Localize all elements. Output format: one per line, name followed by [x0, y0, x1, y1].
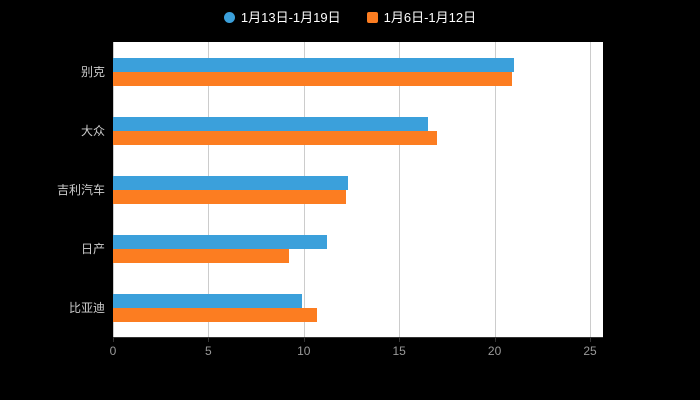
category-label: 别克	[80, 64, 105, 79]
bar-series1-category5[interactable]	[113, 293, 302, 308]
x-axis-tick	[303, 337, 305, 342]
x-tick-label: 25	[583, 344, 597, 358]
category-label: 大众	[80, 123, 105, 138]
bar-series1-category1[interactable]	[113, 57, 514, 72]
legend-square-marker-icon	[366, 11, 378, 23]
bar-series2-category5[interactable]	[113, 307, 318, 322]
bar-series1-category4[interactable]	[113, 234, 327, 249]
y-axis-labels: 别克大众吉利汽车日产比亚迪	[0, 42, 105, 337]
bar-group-5	[113, 293, 590, 322]
legend-label-week2: 1月13日-1月19日	[240, 9, 341, 25]
x-axis-tick	[113, 337, 114, 342]
category-label: 比亚迪	[68, 300, 105, 315]
x-axis-tick	[208, 337, 210, 342]
bar-group-1	[113, 57, 590, 86]
legend-item-week1[interactable]: 1月6日-1月12日	[366, 9, 477, 25]
x-axis-tick	[494, 337, 496, 342]
x-tick-label: 20	[487, 344, 502, 358]
chart-legend: 1月13日-1月19日 1月6日-1月12日	[0, 6, 700, 28]
bar-group-2	[113, 116, 590, 145]
bar-group-4	[113, 234, 590, 263]
category-label: 日产	[80, 241, 105, 256]
bar-series2-category2[interactable]	[113, 130, 438, 145]
x-tick-label: 5	[205, 344, 212, 358]
x-axis-tick	[590, 337, 591, 342]
bar-series2-category3[interactable]	[113, 189, 346, 204]
legend-item-week2[interactable]: 1月13日-1月19日	[223, 9, 341, 25]
bar-series2-category1[interactable]	[113, 71, 512, 86]
category-label: 吉利汽车	[56, 182, 105, 197]
plot-inner	[113, 42, 591, 342]
x-axis-tick	[399, 337, 401, 342]
x-tick-label: 10	[297, 344, 311, 358]
x-axis-labels: 0 5 10 15 20 25	[109, 344, 597, 361]
plot-area	[113, 42, 603, 342]
gridline	[494, 42, 496, 337]
bar-series1-category3[interactable]	[113, 175, 348, 190]
gridline	[590, 42, 591, 337]
x-tick-label: 15	[392, 344, 406, 358]
bar-series1-category2[interactable]	[113, 116, 428, 131]
bar-series2-category4[interactable]	[113, 248, 289, 263]
x-tick-label: 0	[109, 344, 117, 358]
legend-circle-marker-icon	[223, 11, 235, 23]
gridline	[399, 42, 401, 337]
legend-label-week1: 1月6日-1月12日	[383, 9, 477, 25]
bar-group-3	[113, 175, 590, 204]
